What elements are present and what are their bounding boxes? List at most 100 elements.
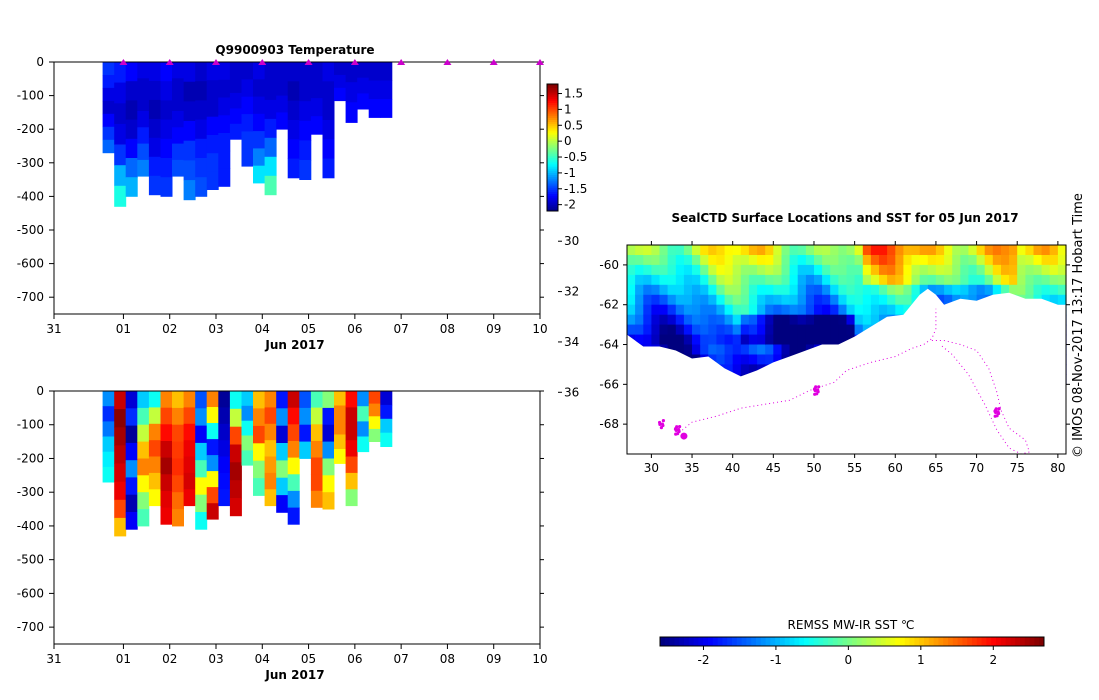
sst-cell	[683, 255, 693, 266]
profile-cell	[229, 426, 242, 445]
profile-cell	[229, 391, 242, 410]
sst-cell	[651, 255, 661, 266]
sst-cell	[732, 344, 742, 356]
sst-cell	[708, 255, 717, 266]
profile-cell	[287, 62, 300, 82]
sst-cell	[692, 294, 701, 306]
profile-cell	[114, 82, 127, 104]
sst-cell	[887, 274, 896, 286]
profile-cell	[206, 423, 219, 440]
sst-colorbar-step	[919, 637, 925, 646]
sst-cell	[797, 334, 807, 346]
sst-cell	[708, 334, 717, 346]
sst-cell	[748, 274, 758, 286]
profile-marker	[258, 59, 267, 65]
sst-cell	[667, 274, 677, 286]
surface-location	[674, 432, 678, 436]
profile-cell	[380, 80, 393, 100]
colorbar-step	[547, 162, 558, 165]
sst-cell	[879, 245, 888, 256]
sst-cell	[952, 284, 961, 296]
profile-cell	[287, 490, 300, 508]
sst-cell	[992, 264, 1002, 276]
sst-cell	[960, 274, 969, 286]
sst-cell	[732, 245, 742, 256]
sst-cell	[748, 364, 758, 375]
sst-cell	[659, 274, 669, 286]
profile-column	[229, 391, 242, 517]
profile-cell	[137, 159, 150, 177]
sst-cell	[748, 344, 758, 356]
sst-cell	[692, 274, 701, 286]
profile-column	[334, 62, 346, 102]
sst-colorbar-step	[1015, 637, 1021, 646]
profile-cell	[206, 171, 219, 190]
colorbar-tick-label: 32	[564, 285, 579, 299]
sst-cell	[683, 245, 693, 256]
sst-cell	[838, 284, 848, 296]
colorbar-step	[547, 96, 558, 100]
colorbar-step	[547, 90, 558, 93]
profile-cell	[125, 391, 138, 409]
sst-cell	[716, 344, 726, 356]
profile-cell	[264, 175, 277, 196]
sst-cell	[1049, 284, 1059, 296]
x-tick-label: 02	[162, 322, 177, 336]
figure-title: Q9900903 Temperature	[215, 43, 374, 57]
sst-cell	[667, 245, 677, 256]
sst-cell	[692, 314, 701, 326]
sst-cell	[879, 294, 888, 306]
profile-cell	[114, 103, 127, 125]
sst-cell	[773, 264, 782, 276]
sst-colorbar-step	[828, 637, 834, 646]
sst-cell	[903, 245, 913, 256]
profile-cell	[357, 93, 370, 110]
sst-cell	[1049, 274, 1059, 286]
profile-cell	[206, 503, 219, 520]
sst-cell	[903, 274, 913, 286]
profile-cell	[218, 489, 231, 507]
sst-cell	[692, 304, 701, 316]
profile-cell	[368, 403, 381, 417]
colorbar-step	[547, 194, 558, 197]
profile-cell	[183, 391, 196, 408]
sst-cell	[716, 324, 726, 336]
map-frame	[626, 244, 1067, 455]
sst-cell	[1041, 294, 1051, 306]
profile-cell	[148, 472, 161, 490]
sst-colorbar-step	[948, 637, 954, 646]
profile-cell	[218, 391, 231, 408]
profile-cell	[264, 156, 277, 177]
sst-cell	[870, 294, 880, 306]
colorbar-step	[547, 189, 558, 193]
profile-cell	[125, 177, 138, 197]
sst-colorbar-step	[962, 637, 968, 646]
sst-cell	[789, 294, 799, 306]
profile-cell	[299, 62, 312, 82]
sst-map-panel: 30 35 40 45 50 55 60 65 70 75 80 -60 -62 -64 -66 -68	[599, 241, 1070, 475]
profile-cell	[241, 450, 254, 466]
profile-cell	[206, 80, 219, 99]
sst-cell	[838, 274, 848, 286]
sst-cell	[765, 354, 774, 366]
profile-cell	[229, 92, 242, 109]
sst-cell	[935, 284, 945, 296]
profile-cell	[183, 160, 196, 181]
sst-colorbar-step	[708, 637, 714, 646]
profile-cell	[218, 168, 231, 187]
profile-cell	[345, 391, 358, 408]
sst-cell	[789, 334, 799, 346]
profile-cell	[183, 456, 196, 474]
y-tick-label: -700	[17, 620, 44, 634]
sst-cell	[667, 255, 677, 266]
profile-cell	[183, 180, 196, 201]
colorbar-step	[547, 143, 558, 146]
profile-cell	[114, 427, 127, 446]
sst-cell	[757, 284, 766, 296]
profile-cell	[264, 440, 277, 457]
sst-cell	[854, 304, 864, 316]
sst-cell	[797, 245, 807, 256]
profile-cell	[299, 391, 312, 409]
profile-cell	[264, 99, 277, 120]
profile-cell	[172, 492, 184, 510]
